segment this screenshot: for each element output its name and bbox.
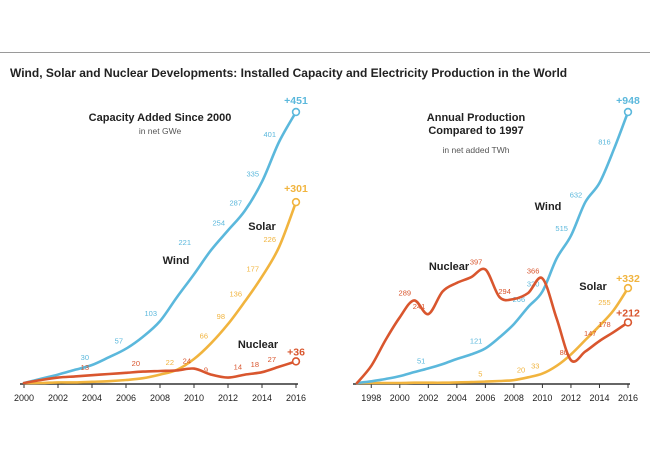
chart-2-nuclear-data-label: 241 — [413, 302, 426, 311]
chart-1-solar-data-label: 66 — [200, 331, 208, 340]
chart-1-wind-data-label: 401 — [263, 130, 276, 139]
chart-2-tick-label-2002: 2002 — [418, 393, 438, 403]
chart-2-tick-label-2012: 2012 — [561, 393, 581, 403]
chart-2-wind-data-label: 266 — [513, 295, 526, 304]
chart-2-nuclear-end-marker — [623, 318, 633, 327]
chart-1-solar-data-label: 22 — [166, 358, 174, 367]
chart-2-tick-label-2004: 2004 — [447, 393, 467, 403]
chart-2-tick-label-2016: 2016 — [618, 393, 638, 403]
chart-1-tick-label-2006: 2006 — [116, 393, 136, 403]
top-divider — [0, 52, 650, 53]
chart-2-wind-data-label: 632 — [570, 190, 583, 199]
chart-1-nuclear-data-label: 9 — [204, 366, 208, 375]
chart-2-tick-label-2010: 2010 — [532, 393, 552, 403]
chart-1-tick-label-2012: 2012 — [218, 393, 238, 403]
chart-1-wind-data-label: 103 — [144, 309, 157, 318]
chart-1-nuclear-data-label: 14 — [234, 363, 242, 372]
chart-1-nuclear-line — [22, 360, 298, 385]
chart-2-solar-series-label: Solar — [579, 281, 607, 293]
chart-1-solar-line — [22, 200, 298, 385]
chart-1-tick-label-2014: 2014 — [252, 393, 272, 403]
chart-2-solar-line — [355, 286, 630, 385]
chart-1-solar-series-label: Solar — [248, 221, 276, 233]
chart-1-title: Capacity Added Since 2000 — [89, 112, 232, 124]
chart-2-nuclear-data-label: 289 — [399, 288, 412, 297]
chart-2-tick-label-2014: 2014 — [589, 393, 609, 403]
chart-1-tick-label-2008: 2008 — [150, 393, 170, 403]
chart-1-wind-data-label: 287 — [229, 199, 242, 208]
chart-1-tick-label-2016: 2016 — [286, 393, 306, 403]
chart-2-solar-end-marker — [623, 283, 633, 293]
chart-1-tick-label-2002: 2002 — [48, 393, 68, 403]
chart-2-wind-data-label: 121 — [470, 336, 483, 345]
chart-2-title-line-1: Annual Production — [427, 112, 526, 124]
chart-2-tick-label-1998: 1998 — [361, 393, 381, 403]
chart-2-solar-data-label: 33 — [531, 362, 539, 371]
chart-2-nuclear-data-label: 178 — [598, 320, 611, 329]
chart-2-wind-data-label: 816 — [598, 138, 611, 147]
chart-2-wind-end-label: +948 — [616, 95, 640, 107]
chart-2-solar-end-label: +332 — [616, 273, 640, 285]
chart-2-subtitle: in net added TWh — [443, 145, 510, 155]
chart-1-nuclear-data-label: 13 — [81, 363, 89, 372]
chart-1-tick-label-2010: 2010 — [184, 393, 204, 403]
chart-1-nuclear-end-label: +36 — [287, 346, 305, 358]
chart-2-solar-data-label: 20 — [517, 365, 525, 374]
chart-2-wind-data-label: 51 — [417, 356, 425, 365]
chart-2-nuclear-series-label: Nuclear — [429, 261, 470, 273]
chart-1-tick-label-2000: 2000 — [14, 393, 34, 403]
chart-1-wind-end-marker — [291, 107, 301, 117]
chart-2-wind-series-label: Wind — [535, 201, 562, 213]
chart-2-tick-label-2008: 2008 — [504, 393, 524, 403]
chart-2-solar-data-label: 255 — [598, 298, 611, 307]
chart-1-wind-line — [22, 110, 298, 385]
chart-1-solar-end-marker — [291, 197, 301, 207]
chart-1-nuclear-series-label: Nuclear — [238, 339, 279, 351]
chart-2-tick-label-2006: 2006 — [475, 393, 495, 403]
chart-2-solar-data-label: 5 — [478, 370, 482, 379]
chart-1-solar-data-label: 98 — [217, 312, 225, 321]
chart-2-wind-end-marker — [623, 107, 633, 117]
chart-2-nuclear-data-label: 147 — [584, 329, 597, 338]
chart-1-wind-data-label: 221 — [178, 238, 191, 247]
chart-2-nuclear-data-label: 397 — [470, 258, 483, 267]
chart-1-nuclear-data-label: 24 — [183, 357, 191, 366]
chart-1-solar-end-label: +301 — [284, 183, 308, 195]
chart-2-wind-line — [355, 110, 630, 385]
chart-1-solar-data-label: 226 — [263, 235, 276, 244]
chart-1-tick-label-2004: 2004 — [82, 393, 102, 403]
chart-2-nuclear-line — [355, 267, 630, 385]
chart-1-solar-data-label: 177 — [246, 265, 259, 274]
chart-2-title-line-2: Compared to 1997 — [428, 125, 523, 137]
chart-2-tick-label-2000: 2000 — [390, 393, 410, 403]
chart-1-nuclear-end-marker — [291, 357, 301, 366]
chart-2-wind-data-label: 515 — [555, 224, 568, 233]
chart-2-nuclear-end-label: +212 — [616, 307, 640, 319]
chart-1-nuclear-data-label: 20 — [132, 359, 140, 368]
chart-1-wind-end-label: +451 — [284, 95, 308, 107]
chart-1-wind-data-label: 335 — [246, 170, 259, 179]
chart-2-nuclear-data-label: 294 — [498, 287, 511, 296]
chart-1-wind-data-label: 254 — [212, 218, 225, 227]
chart-1-solar-data-label: 136 — [229, 289, 242, 298]
chart-2-nuclear-data-label: 366 — [527, 266, 540, 275]
chart-1-wind-data-label: 30 — [81, 353, 89, 362]
figure-title: Wind, Solar and Nuclear Developments: In… — [10, 66, 568, 80]
chart-1-nuclear-data-label: 27 — [268, 355, 276, 364]
chart-1-subtitle: in net GWe — [139, 126, 182, 136]
chart-1-nuclear-data-label: 18 — [251, 360, 259, 369]
chart-1-wind-data-label: 57 — [115, 337, 123, 346]
chart-2-nuclear-data-label: 80 — [560, 348, 568, 357]
chart-1-wind-series-label: Wind — [163, 255, 190, 267]
